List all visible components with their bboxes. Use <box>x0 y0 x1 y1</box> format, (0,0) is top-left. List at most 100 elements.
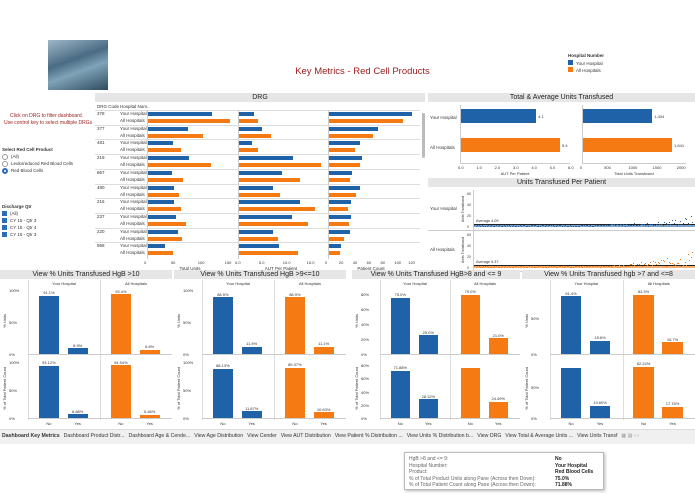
bar-your-yes[interactable] <box>589 405 611 418</box>
sheet-tab[interactable]: View Units Transf <box>577 433 618 439</box>
bar-your-yes[interactable] <box>241 411 262 418</box>
bar-all-total_units[interactable] <box>148 251 174 256</box>
bar-your-yes[interactable] <box>589 340 611 354</box>
drg-code[interactable]: 237 <box>97 213 105 219</box>
bar-your-yes[interactable] <box>67 348 88 354</box>
bar-your-patients[interactable] <box>329 244 341 249</box>
bar-your-aut[interactable] <box>239 126 262 131</box>
bar-your-aut[interactable] <box>239 229 274 234</box>
bar-all-aut[interactable] <box>239 192 281 197</box>
sheet-tab[interactable]: View Total & Average Units ... <box>505 433 574 439</box>
bar-your-aut[interactable] <box>239 141 252 146</box>
bar-all-patients[interactable] <box>329 236 344 241</box>
bar-all-patients[interactable] <box>329 192 357 197</box>
bar-all-total_units[interactable] <box>148 192 180 197</box>
bar-all-aut[interactable] <box>239 236 278 241</box>
sheet-tab[interactable]: View Cender <box>247 433 277 439</box>
scrollbar[interactable] <box>422 113 425 158</box>
bar-your-patients[interactable] <box>329 126 378 131</box>
bar-all-patients[interactable] <box>329 148 356 153</box>
bar-your-aut[interactable] <box>239 200 301 205</box>
bar-total-all[interactable] <box>583 138 673 152</box>
bar-all-patients[interactable] <box>329 221 350 226</box>
sheet-tab[interactable]: View Age Distribution <box>194 433 244 439</box>
bar-your-aut[interactable] <box>239 214 293 219</box>
bar-your-patients[interactable] <box>329 214 352 219</box>
bar-your-yes[interactable] <box>418 335 439 354</box>
legend-item-all[interactable]: All Hospitals <box>568 67 604 73</box>
sheet-tab[interactable]: Dashboard Key Metrics <box>2 433 60 439</box>
sheet-tab[interactable]: Dashboard Product Distr... <box>63 433 125 439</box>
sheet-tab[interactable]: View Patient % Distribuiton ... <box>334 433 403 439</box>
bar-your-no[interactable] <box>390 297 411 354</box>
sheet-tab[interactable]: View Units % Distribution b... <box>406 433 474 439</box>
bar-your-aut[interactable] <box>239 170 283 175</box>
bar-your-no[interactable] <box>212 297 233 354</box>
bar-all-no[interactable] <box>460 294 481 354</box>
checkbox-cy15-q3[interactable]: CY 15 - Qtr 3 <box>2 217 36 224</box>
bar-all-no[interactable] <box>633 294 654 354</box>
bar-all-aut[interactable] <box>239 133 271 138</box>
bar-your-yes[interactable] <box>418 399 439 418</box>
bar-your-patients[interactable] <box>329 200 351 205</box>
bar-your-no[interactable] <box>38 365 59 418</box>
bar-all-aut[interactable] <box>239 119 259 123</box>
drg-code[interactable]: 216 <box>97 199 105 205</box>
bar-your-patients[interactable] <box>329 112 413 116</box>
bar-your-yes[interactable] <box>241 346 262 354</box>
drg-code[interactable]: 220 <box>97 228 105 234</box>
bar-your-no[interactable] <box>560 367 582 418</box>
bar-all-patients[interactable] <box>329 177 350 182</box>
bar-all-yes[interactable] <box>488 401 509 418</box>
bar-your-total_units[interactable] <box>148 185 175 190</box>
drg-code[interactable]: 219 <box>97 155 105 161</box>
drg-code[interactable]: 377 <box>97 125 105 131</box>
bar-your-aut[interactable] <box>239 244 280 249</box>
tab-nav-icons[interactable]: ▦ ▤ ‹ › <box>621 433 639 439</box>
bar-your-total_units[interactable] <box>148 214 177 219</box>
bar-your-patients[interactable] <box>329 229 350 234</box>
bar-all-no[interactable] <box>110 294 131 354</box>
legend-item-your[interactable]: Your Hospital <box>568 60 604 66</box>
bar-your-patients[interactable] <box>329 156 362 161</box>
bar-your-total_units[interactable] <box>148 170 172 175</box>
bar-all-patients[interactable] <box>329 251 341 256</box>
bar-your-aut[interactable] <box>239 185 274 190</box>
bar-total-your[interactable] <box>583 109 653 123</box>
bar-aut-all[interactable] <box>461 138 560 152</box>
bar-your-no[interactable] <box>212 368 233 418</box>
bar-all-no[interactable] <box>110 365 131 418</box>
bar-your-total_units[interactable] <box>148 229 179 234</box>
bar-your-patients[interactable] <box>329 141 360 146</box>
bar-your-total_units[interactable] <box>148 126 189 131</box>
bar-all-total_units[interactable] <box>148 236 182 241</box>
bar-all-patients[interactable] <box>329 207 348 212</box>
drg-code[interactable]: 480 <box>97 184 105 190</box>
bar-all-total_units[interactable] <box>148 177 183 182</box>
bar-your-aut[interactable] <box>239 112 254 116</box>
bar-your-patients[interactable] <box>329 185 361 190</box>
bar-all-yes[interactable] <box>662 406 683 418</box>
bar-your-patients[interactable] <box>329 170 352 175</box>
bar-all-aut[interactable] <box>239 251 299 256</box>
bar-all-total_units[interactable] <box>148 119 230 123</box>
bar-all-total_units[interactable] <box>148 163 211 168</box>
bar-your-total_units[interactable] <box>148 200 175 205</box>
bar-all-yes[interactable] <box>139 349 160 354</box>
bar-all-total_units[interactable] <box>148 207 181 212</box>
bar-your-total_units[interactable] <box>148 141 173 146</box>
bar-all-no[interactable] <box>284 367 305 418</box>
drg-code[interactable]: 867 <box>97 169 105 175</box>
radio-red-blood-cells[interactable]: Red Blood Cells <box>2 167 73 174</box>
bar-your-no[interactable] <box>390 370 411 418</box>
bar-your-total_units[interactable] <box>148 244 165 249</box>
bar-all-yes[interactable] <box>488 338 509 354</box>
radio-leukoreduced[interactable]: Leukoreduced Red Blood Cells <box>2 160 73 167</box>
sheet-tab[interactable]: View AUT Distribution <box>280 433 331 439</box>
drg-code[interactable]: 481 <box>97 140 105 146</box>
bar-all-no[interactable] <box>633 366 654 418</box>
bar-your-total_units[interactable] <box>148 156 190 161</box>
bar-all-no[interactable] <box>460 368 481 418</box>
bar-your-yes[interactable] <box>67 414 88 418</box>
bar-all-yes[interactable] <box>313 346 334 354</box>
